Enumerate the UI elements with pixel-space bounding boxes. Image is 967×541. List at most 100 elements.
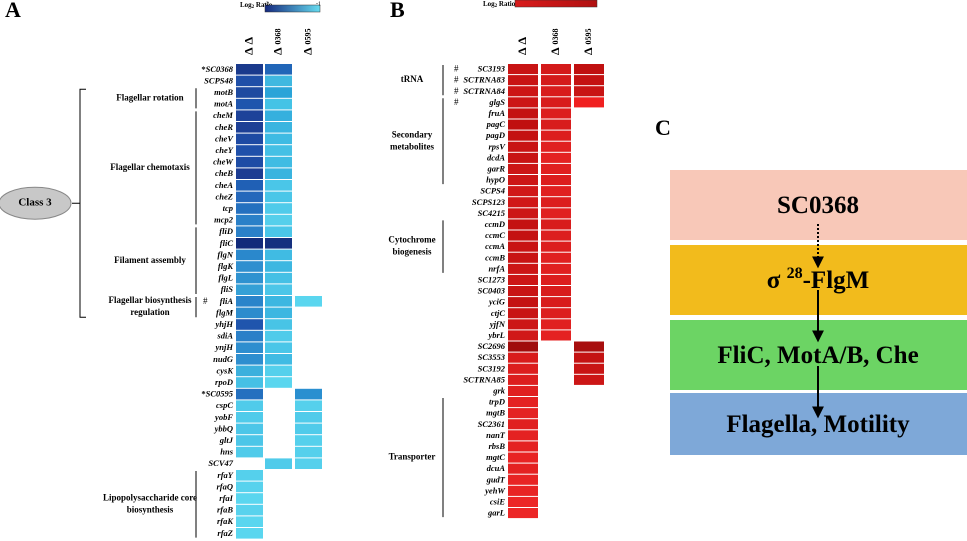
- heatmap-cell: [295, 412, 322, 423]
- heatmap-cell: [265, 191, 292, 203]
- gene-label: cheA: [215, 180, 233, 190]
- gene-name: cheY: [216, 145, 234, 155]
- gene-label: flgM: [216, 307, 233, 317]
- heatmap-cell: [541, 130, 571, 141]
- legend-bar: [514, 0, 598, 8]
- group-label: Flagellar biosynthesis: [108, 295, 192, 305]
- gene-label: rfaY: [217, 470, 233, 480]
- heatmap-cell: [236, 249, 263, 261]
- heatmap-cell: [508, 430, 538, 441]
- gene-name: rpoD: [215, 377, 233, 387]
- heatmap-cell: [236, 470, 263, 481]
- gene-name: dcdA: [487, 152, 505, 162]
- heatmap-cell: [236, 365, 263, 377]
- gene-label: SC1273: [478, 274, 506, 284]
- gene-label: rfaQ: [216, 481, 233, 491]
- gene-name: SCPS123: [472, 197, 506, 207]
- group-label: Flagellar rotation: [116, 92, 183, 102]
- heatmap-cell: [508, 152, 538, 163]
- gene-name: rfaI: [219, 493, 233, 503]
- gene-name: cspC: [216, 400, 233, 410]
- gene-label: fliC: [220, 238, 234, 248]
- legend-title-rest: Ratio: [254, 1, 273, 9]
- legend-min: -2: [264, 1, 269, 7]
- gene-name: SC0595: [206, 389, 234, 399]
- heatmap-cell: [574, 352, 604, 363]
- heatmap-cell: [508, 108, 538, 119]
- gene-name: fliS: [221, 284, 234, 294]
- gene-label: rpsV: [488, 141, 506, 151]
- pathway-step-part: 28: [787, 265, 803, 282]
- column-name: 0368: [273, 28, 282, 44]
- gene-name: ctjC: [491, 308, 505, 318]
- heatmap-cell: [508, 330, 538, 341]
- heatmap-cell: [508, 363, 538, 374]
- heatmap-cell: [508, 86, 538, 97]
- heatmap-cell: [508, 208, 538, 219]
- heatmap-cell: [295, 388, 322, 400]
- heatmap-cell: [574, 86, 604, 97]
- gene-label: SC4215: [478, 208, 506, 218]
- heatmap-cell: [574, 97, 604, 108]
- gene-label: SCTRNA83: [463, 75, 505, 85]
- heatmap-cell: [236, 330, 263, 342]
- gene-label: nudG: [213, 354, 234, 364]
- heatmap-cell: [265, 226, 292, 237]
- heatmap-cell: [265, 354, 292, 365]
- gene-label: rfaI: [219, 493, 233, 503]
- gene-name: cheM: [213, 110, 233, 120]
- gene-name: garL: [487, 508, 505, 518]
- heatmap-cell: [508, 219, 538, 230]
- heatmap-cell: [295, 296, 322, 307]
- heatmap-cell: [541, 274, 571, 285]
- heatmap-cell: [265, 75, 292, 87]
- heatmap-cell: [236, 110, 263, 121]
- legend-title: Log2 Ratio: [240, 1, 273, 11]
- legend-max: -1: [316, 1, 321, 7]
- gene-label: cheR: [215, 122, 233, 132]
- class-bracket: [72, 88, 86, 318]
- heatmap-cell: [508, 474, 538, 485]
- gene-label: gltJ: [219, 435, 234, 445]
- heatmap-cell: [265, 203, 292, 214]
- gene-label: yjfN: [489, 319, 506, 329]
- heatmap-cell: [265, 110, 292, 121]
- gene-name: garR: [487, 163, 506, 173]
- heatmap-cell: [236, 388, 263, 400]
- heatmap-cell: [236, 284, 263, 295]
- gene-label: mgtC: [486, 452, 505, 462]
- group-label: Flagellar chemotaxis: [110, 162, 190, 172]
- column-header: ΔΔ: [515, 36, 529, 55]
- gene-name: nudG: [213, 354, 234, 364]
- gene-label: SCPS48: [204, 75, 234, 85]
- gene-label: mcp2: [214, 215, 234, 225]
- heatmap-cell: [236, 133, 263, 145]
- group-label: Filament assembly: [114, 255, 186, 265]
- gene-label: motA: [214, 99, 233, 109]
- gene-name: ynjH: [215, 342, 234, 352]
- gene-name: SC2361: [478, 419, 505, 429]
- heatmap-cell: [236, 423, 263, 435]
- column-name: 0595: [303, 28, 312, 44]
- group-label: Transporter: [389, 452, 436, 462]
- class-ellipse: [0, 186, 72, 220]
- heatmap-cell: [541, 308, 571, 319]
- heatmap-cell: [574, 341, 604, 352]
- gene-name: nrfA: [488, 263, 505, 273]
- gene-name: SC3193: [478, 64, 506, 74]
- gene-label: cheM: [213, 110, 233, 120]
- group-label: biosynthesis: [127, 504, 174, 514]
- gene-label: trpD: [489, 397, 505, 407]
- heatmap-cell: [508, 408, 538, 419]
- heatmap-cell: [508, 186, 538, 197]
- gene-label: cysK: [216, 365, 234, 375]
- gene-label: SCPS123: [472, 197, 506, 207]
- gene-label: ybbQ: [214, 423, 233, 433]
- column-triangle: Δ: [548, 47, 562, 55]
- gene-name: cheR: [215, 122, 233, 132]
- heatmap-cell: [508, 263, 538, 274]
- gene-name: ccmD: [485, 219, 505, 229]
- heatmap-cell: [265, 238, 292, 249]
- gene-label: ctjC: [491, 308, 505, 318]
- heatmap-cell: [236, 481, 263, 493]
